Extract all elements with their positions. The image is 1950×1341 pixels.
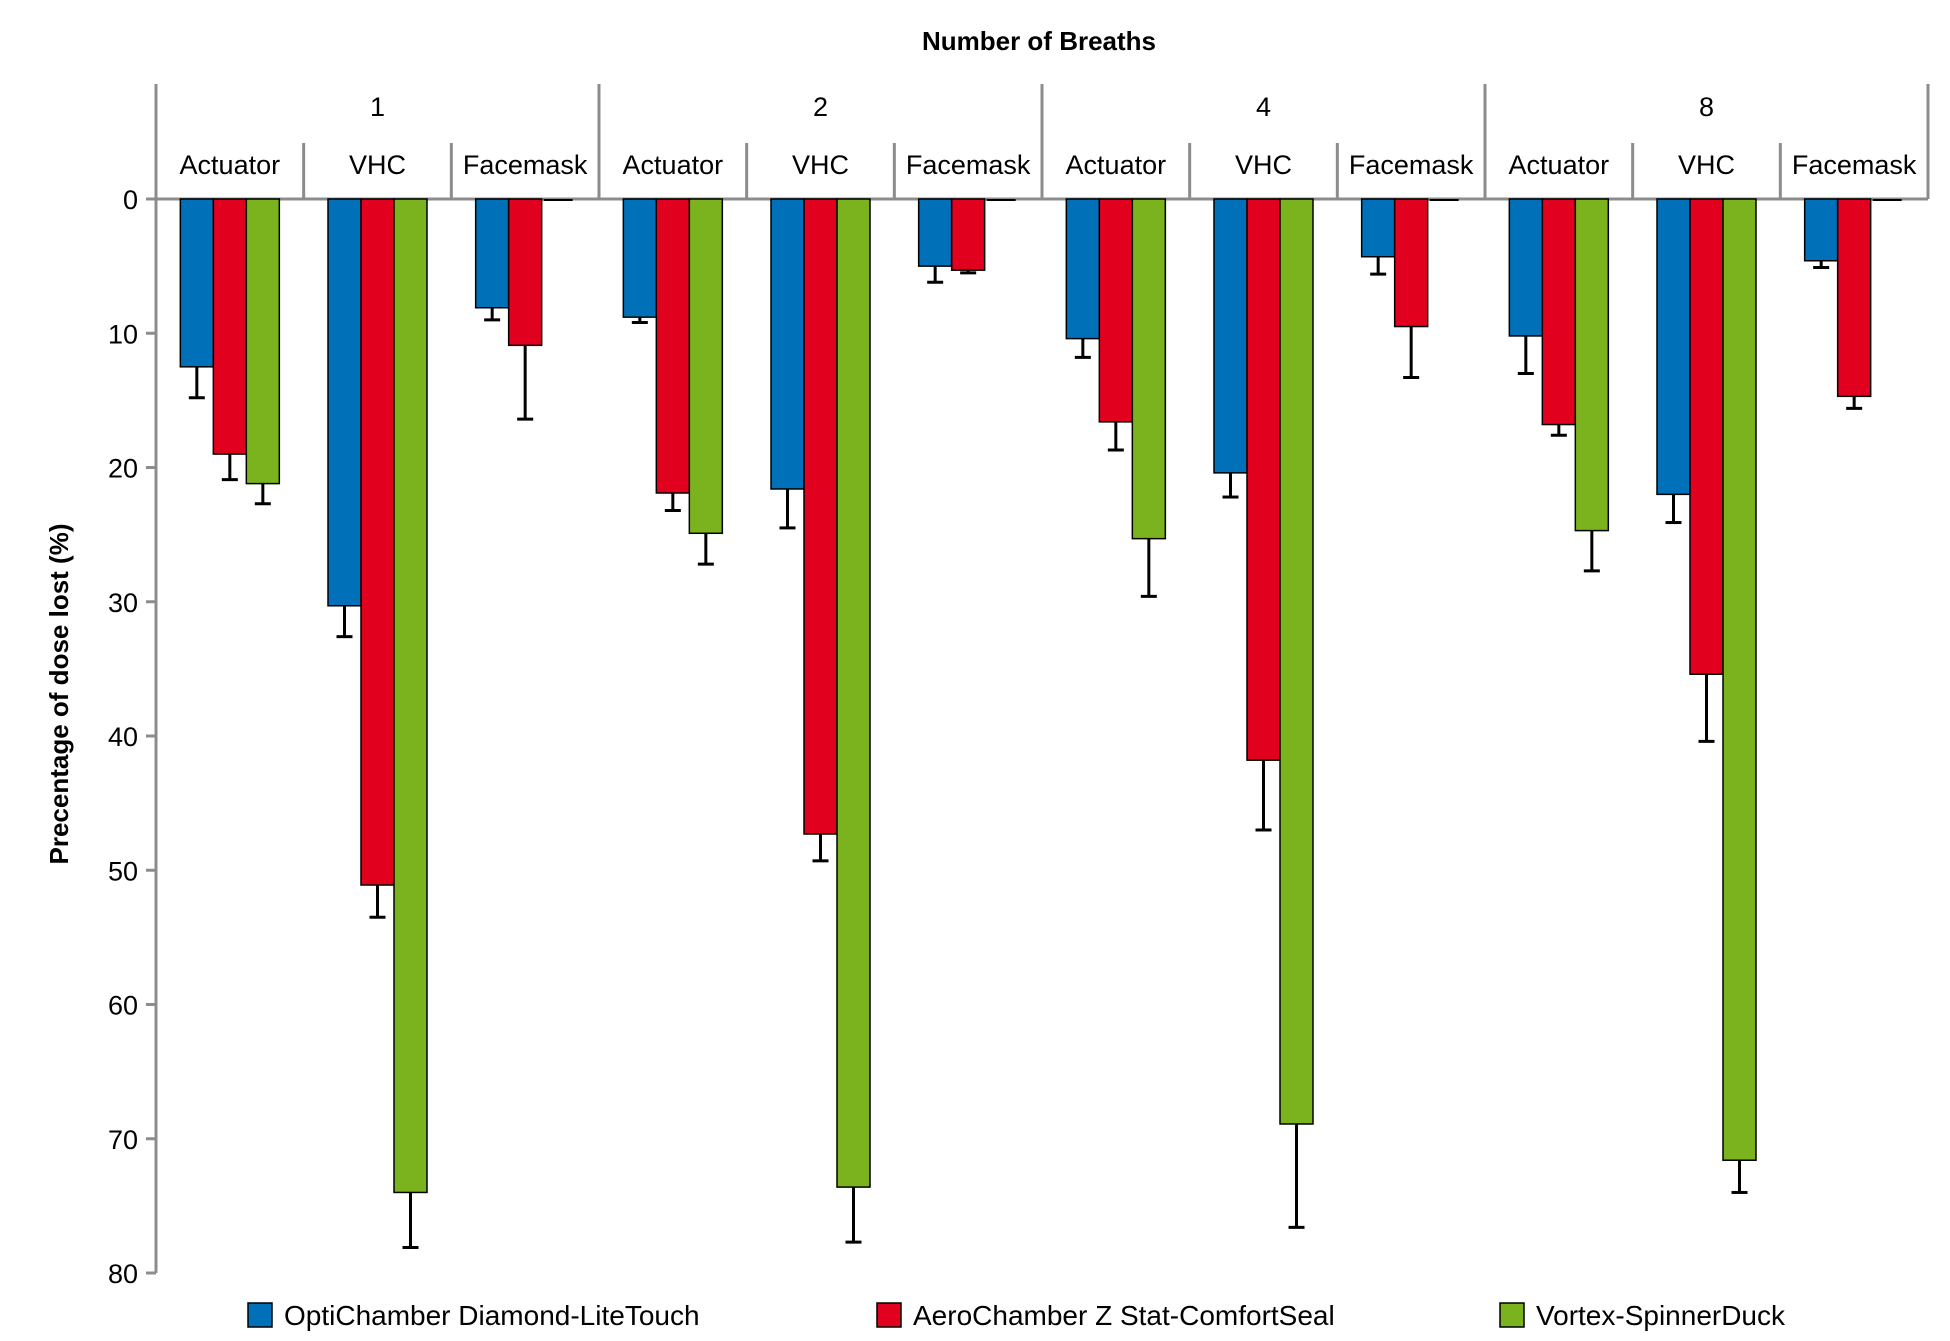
bar [1131,198,1167,540]
bar [245,198,281,485]
bar [1065,198,1101,340]
y-tick-label: 50 [108,856,138,886]
group-label: 1 [370,92,385,122]
bar [1836,198,1872,398]
y-tick-label: 30 [108,588,138,618]
category-label: VHC [349,150,406,180]
y-tick-label: 70 [108,1125,138,1155]
bar [622,198,658,318]
category-label: VHC [792,150,849,180]
y-axis-title: Precentage of dose lost (%) [44,524,74,865]
group-label: 2 [813,92,828,122]
bar [836,198,871,1188]
bar [950,198,986,271]
bar [917,198,953,267]
bar [474,198,510,309]
bar [1279,198,1314,1125]
error-bars-layer [188,256,1863,1249]
chart-title: Number of Breaths [922,26,1156,56]
category-label: VHC [1235,150,1292,180]
group-label: 4 [1256,92,1271,122]
bar [212,198,248,455]
y-tick-label: 40 [108,722,138,752]
legend: OptiChamber Diamond-LiteTouch AeroChamber… [247,1300,1786,1331]
bar [327,198,362,607]
bar [507,198,543,347]
bar [1246,198,1281,761]
y-tick-label: 10 [108,319,138,349]
bar [803,198,838,835]
bar [655,198,691,494]
bar [1098,198,1134,423]
category-label: Facemask [1792,150,1917,180]
bar [1656,198,1691,496]
legend-label: AeroChamber Z Stat-ComfortSeal [913,1300,1335,1331]
category-label: Facemask [1349,150,1474,180]
category-label: Actuator [623,150,724,180]
y-tick-label: 20 [108,454,138,484]
category-label: Actuator [180,150,281,180]
legend-swatch [247,1302,273,1328]
category-label: Facemask [463,150,588,180]
bar [393,198,428,1194]
bar [770,198,805,490]
legend-swatch [876,1302,902,1328]
bar [360,198,395,886]
bar [1360,198,1396,258]
legend-swatch [1499,1302,1525,1328]
bar [179,198,215,368]
category-label: Facemask [906,150,1031,180]
category-label: Actuator [1066,150,1167,180]
group-label: 8 [1699,92,1714,122]
bar [1574,198,1610,532]
bar [1393,198,1429,328]
bar [1689,198,1724,675]
category-label: VHC [1678,150,1735,180]
legend-label: OptiChamber Diamond-LiteTouch [284,1300,700,1331]
bar [1722,198,1757,1161]
legend-label: Vortex-SpinnerDuck [1536,1300,1786,1331]
category-labels: 1 Actuator VHC Facemask 2 Actuator VHC Facemask… [180,92,1917,180]
bars-layer [179,198,1902,1194]
y-tick-label: 60 [108,991,138,1021]
y-tick-label: 80 [108,1259,138,1289]
bar [1213,198,1248,474]
axes: 0 10 20 30 40 50 60 70 80 [108,84,1930,1289]
bar [688,198,724,535]
bar [1803,198,1839,262]
y-tick-label: 0 [123,185,138,215]
bar [1508,198,1544,337]
category-label: Actuator [1509,150,1610,180]
bar [1541,198,1577,426]
